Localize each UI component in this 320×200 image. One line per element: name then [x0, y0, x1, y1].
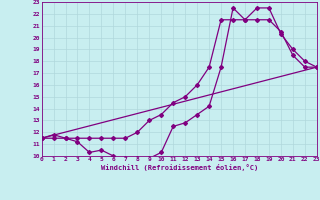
X-axis label: Windchill (Refroidissement éolien,°C): Windchill (Refroidissement éolien,°C): [100, 164, 258, 171]
